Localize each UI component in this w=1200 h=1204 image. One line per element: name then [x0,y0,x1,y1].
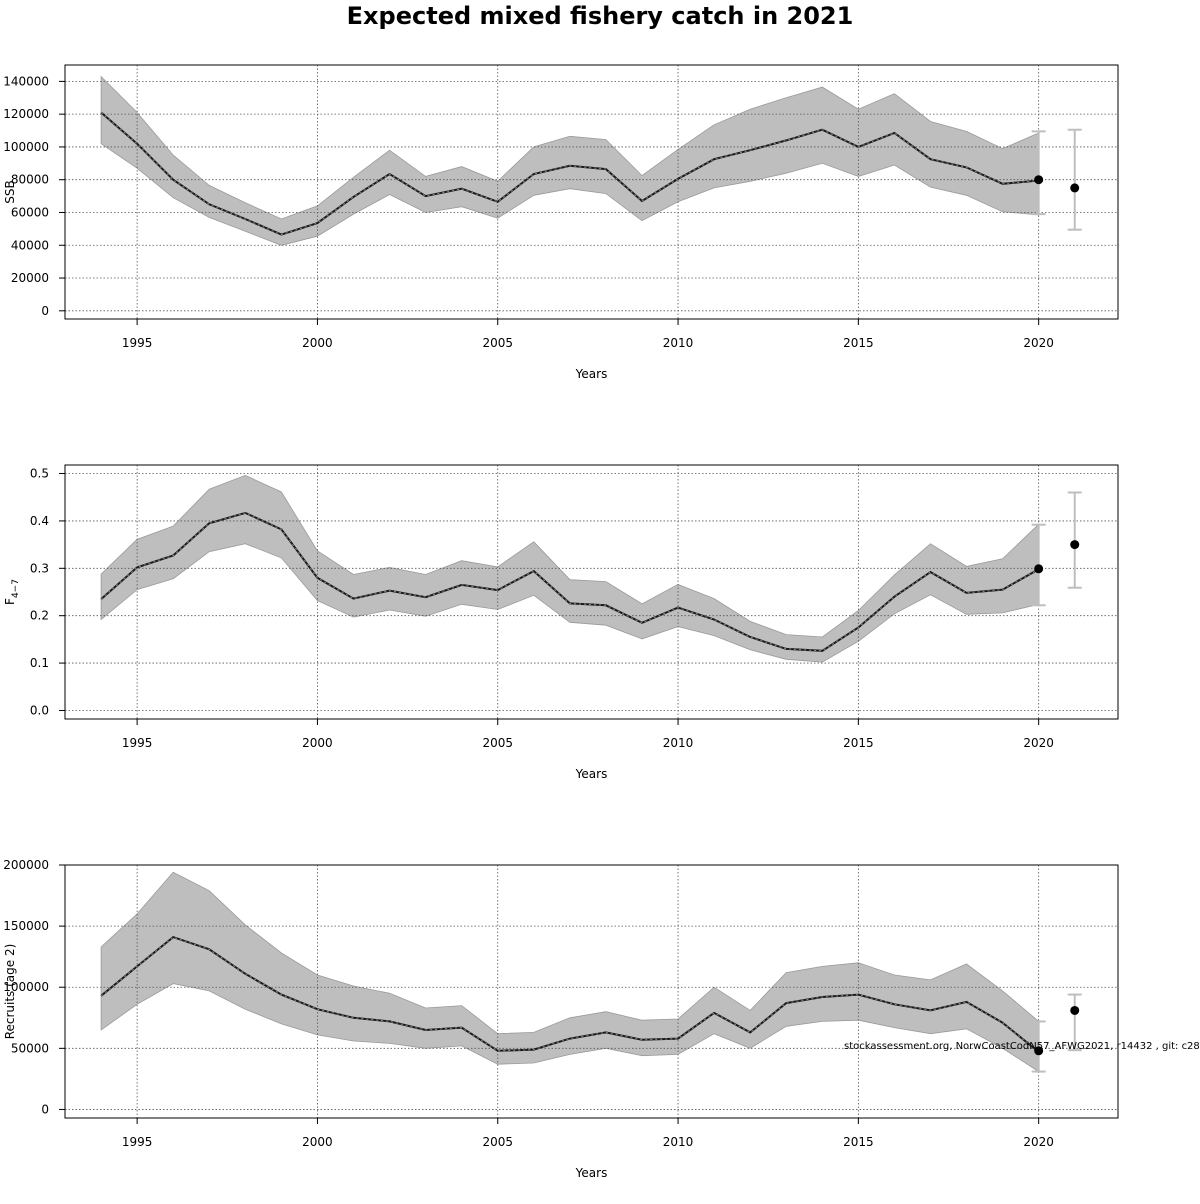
recruits-x-tick-label: 2000 [302,1135,333,1149]
recruits-x-tick-label: 2010 [663,1135,694,1149]
ssb-estimate-line-dots [100,112,1039,236]
fbar-x-tick-label: 2010 [663,736,694,750]
fbar-x-tick-label: 2005 [482,736,513,750]
ssb-end-point [1034,175,1044,185]
ssb-y-tick-label: 20000 [11,271,49,285]
ssb-y-tick-label: 120000 [3,107,49,121]
ssb-forecast-point [1070,183,1080,193]
recruits-plot-frame [64,864,1119,1119]
ssb-x-tick-label: 2000 [302,336,333,350]
ssb-x-tick-label: 2015 [843,336,874,350]
recruits-y-tick-label: 50000 [11,1041,49,1055]
fbar-x-axis-label: Years [575,767,608,781]
recruits-x-tick-label: 1995 [122,1135,153,1149]
ssb-y-axis-label: SSB [3,180,17,203]
fbar-y-tick-label: 0.4 [30,514,49,528]
footnote: stockassessment.org, NorwCoastCodN57_AFW… [844,1041,1200,1052]
fbar-y-tick-label: 0.1 [30,656,49,670]
ssb-y-tick-label: 0 [41,304,49,318]
fbar-estimate-line-dots [100,512,1039,652]
fbar-y-tick-label: 0.5 [30,467,49,481]
recruits-x-axis-label: Years [575,1166,608,1180]
ssb-y-tick-label: 140000 [3,74,49,88]
ssb-x-tick-label: 2020 [1023,336,1054,350]
ssb-y-tick-label: 80000 [11,173,49,187]
chart-title: Expected mixed fishery catch in 2021 [346,2,854,30]
ssb-y-tick-label: 40000 [11,238,49,252]
ssb-x-tick-label: 2010 [663,336,694,350]
recruits-x-tick-label: 2005 [482,1135,513,1149]
fbar-y-axis-label: F4−7 [3,579,21,605]
fbar-x-tick-label: 2000 [302,736,333,750]
fbar-x-tick-label: 2015 [843,736,874,750]
fbar-confidence-band [100,474,1040,663]
fbar-plot-frame [64,464,1119,720]
ssb-confidence-band [100,75,1040,246]
recruits-x-tick-label: 2020 [1023,1135,1054,1149]
ssb-y-tick-label: 100000 [3,140,49,154]
fbar-x-tick-label: 2020 [1023,736,1054,750]
recruits-y-axis-label: Recruits (age 2) [3,944,17,1040]
recruits-y-tick-label: 200000 [3,858,49,872]
fbar-end-point [1034,564,1044,574]
ssb-y-tick-label: 60000 [11,205,49,219]
fbar-y-tick-label: 0.0 [30,703,49,717]
recruits-forecast-point [1070,1005,1080,1015]
ssb-plot-frame [64,64,1119,320]
ssb-x-tick-label: 2005 [482,336,513,350]
fbar-forecast-point [1070,540,1080,550]
recruits-x-tick-label: 2015 [843,1135,874,1149]
recruits-y-tick-label: 100000 [3,980,49,994]
recruits-estimate-line [100,935,1040,1053]
recruits-y-tick-label: 150000 [3,919,49,933]
ssb-x-axis-label: Years [575,367,608,381]
fbar-y-tick-label: 0.3 [30,561,49,575]
ssb-x-tick-label: 1995 [122,336,153,350]
recruits-y-tick-label: 0 [41,1102,49,1116]
fbar-y-tick-label: 0.2 [30,609,49,623]
fbar-x-tick-label: 1995 [122,736,153,750]
recruits-end-point [1034,1046,1044,1056]
